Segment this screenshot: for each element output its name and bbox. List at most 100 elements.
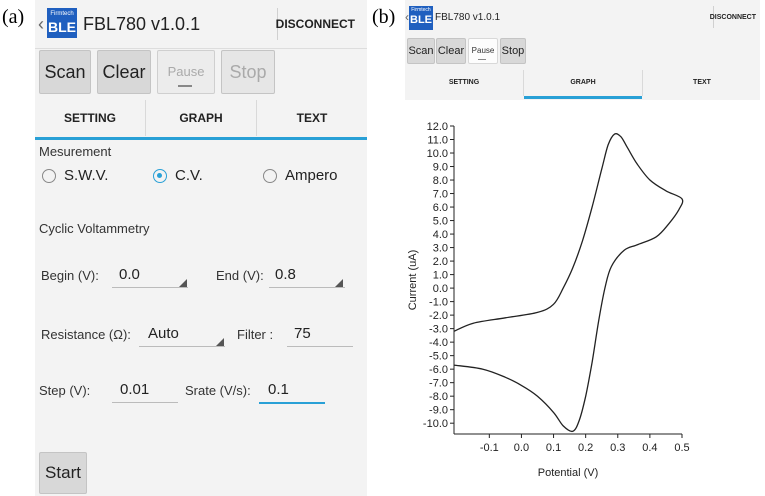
y-tick-label: -3.0 (429, 324, 448, 336)
filter-underline (287, 346, 353, 347)
y-tick-label: -7.0 (429, 378, 448, 390)
begin-label: Begin (V): (41, 268, 99, 283)
app-title: FBL780 v1.0.1 (435, 12, 501, 23)
radio-ampero-label[interactable]: Ampero (285, 167, 338, 184)
y-tick-label: -10.0 (423, 418, 448, 430)
x-tick-label: 0.4 (642, 442, 657, 454)
pause-indicator (178, 85, 192, 87)
step-input[interactable]: 0.01 (120, 381, 150, 398)
stop-button[interactable]: Stop (221, 50, 275, 94)
y-tick-label: 4.0 (433, 229, 448, 241)
scan-button[interactable]: Scan (407, 38, 435, 64)
end-label: End (V): (216, 268, 264, 283)
tab-setting[interactable]: SETTING (448, 79, 480, 86)
panel-b-label: (b) (372, 6, 396, 28)
cv-curve (453, 133, 684, 433)
dropdown-corner-icon[interactable] (335, 279, 343, 287)
resistance-underline (139, 346, 225, 347)
begin-value[interactable]: 0.0 (119, 266, 140, 283)
dropdown-corner-icon[interactable] (216, 338, 224, 346)
logo-big-text: BLE (410, 14, 432, 26)
start-button[interactable]: Start (39, 452, 87, 494)
y-tick-label: 9.0 (433, 162, 448, 174)
y-tick-label: -2.0 (429, 310, 448, 322)
logo-small-text: Firmtech (50, 11, 74, 17)
app-logo: Firmtech BLE (409, 6, 433, 30)
radio-ampero[interactable] (263, 169, 277, 183)
end-value[interactable]: 0.8 (275, 266, 296, 283)
x-tick-label: -0.1 (480, 442, 499, 454)
radio-swv-label[interactable]: S.W.V. (64, 167, 109, 184)
cv-chart: 12.011.010.09.08.07.06.05.04.03.02.01.00… (407, 121, 690, 479)
step-underline (112, 402, 178, 403)
app-logo: Firmtech BLE (47, 8, 77, 38)
chevron-left-icon[interactable]: ‹ (405, 10, 409, 24)
y-tick-label: 5.0 (433, 216, 448, 228)
y-tick-label: -1.0 (429, 297, 448, 309)
y-tick-label: 3.0 (433, 243, 448, 255)
x-tick-label: 0.0 (514, 442, 529, 454)
clear-button[interactable]: Clear (436, 38, 466, 64)
graph-screen-header: ‹ Firmtech BLE FBL780 v1.0.1 DISCONNECT … (405, 0, 760, 100)
disconnect-button[interactable]: DISCONNECT (709, 14, 756, 21)
y-tick-label: -4.0 (429, 337, 448, 349)
logo-big-text: BLE (48, 19, 76, 35)
end-underline (269, 287, 345, 288)
x-axis-label: Potential (V) (538, 467, 599, 479)
measurement-label: Mesurement (39, 144, 112, 159)
radio-cv-label[interactable]: C.V. (175, 167, 203, 184)
y-axis-label: Current (uA) (407, 250, 419, 311)
x-tick-label: 0.2 (578, 442, 593, 454)
active-tab-indicator (35, 137, 367, 140)
y-tick-label: 0.0 (433, 283, 448, 295)
y-tick-label: 10.0 (427, 148, 448, 160)
tab-divider (145, 100, 146, 136)
scan-button[interactable]: Scan (39, 50, 91, 94)
tab-text[interactable]: TEXT (693, 79, 711, 86)
filter-label: Filter : (237, 327, 274, 342)
y-tick-label: 6.0 (433, 202, 448, 214)
srate-input[interactable]: 0.1 (268, 381, 289, 398)
radio-swv[interactable] (42, 169, 56, 183)
active-tab-indicator (524, 96, 642, 99)
resistance-label: Resistance (Ω): (41, 327, 131, 342)
y-tick-label: 8.0 (433, 175, 448, 187)
y-tick-label: 1.0 (433, 270, 448, 282)
tab-divider (256, 100, 257, 136)
y-tick-label: -9.0 (429, 405, 448, 417)
app-title: FBL780 v1.0.1 (83, 14, 201, 34)
disconnect-button[interactable]: DISCONNECT (275, 17, 355, 31)
step-label: Step (V): (39, 383, 91, 398)
logo-small-text: Firmtech (411, 7, 431, 13)
tab-graph[interactable]: GRAPH (179, 111, 223, 125)
y-tick-label: 12.0 (427, 121, 448, 133)
y-tick-label: -5.0 (429, 351, 448, 363)
pause-button[interactable]: Pause (157, 50, 215, 94)
tab-graph[interactable]: GRAPH (570, 79, 596, 86)
settings-screen: ‹ Firmtech BLE FBL780 v1.0.1 DISCONNECT … (35, 0, 367, 496)
radio-cv[interactable] (153, 169, 167, 183)
header-divider (713, 6, 714, 28)
srate-underline (259, 402, 325, 404)
x-tick-label: 0.3 (610, 442, 625, 454)
tab-bar: SETTING GRAPH TEXT (405, 70, 760, 100)
pause-button[interactable]: Pause (468, 38, 498, 64)
pause-indicator (478, 59, 486, 60)
chevron-left-icon[interactable]: ‹ (38, 14, 44, 34)
x-tick-label: 0.5 (674, 442, 689, 454)
panel-a-label: (a) (2, 6, 25, 28)
y-tick-label: -6.0 (429, 364, 448, 376)
dropdown-corner-icon[interactable] (179, 279, 187, 287)
resistance-value[interactable]: Auto (148, 325, 179, 342)
y-tick-label: 7.0 (433, 189, 448, 201)
begin-underline (112, 287, 188, 288)
header-divider (277, 8, 278, 40)
clear-button[interactable]: Clear (97, 50, 151, 94)
tab-text[interactable]: TEXT (296, 111, 328, 125)
stop-button[interactable]: Stop (500, 38, 526, 64)
app-header: ‹ Firmtech BLE FBL780 v1.0.1 DISCONNECT (35, 0, 367, 49)
y-tick-label: -8.0 (429, 391, 448, 403)
srate-label: Srate (V/s): (185, 383, 251, 398)
filter-input[interactable]: 75 (294, 325, 311, 342)
tab-setting[interactable]: SETTING (63, 111, 116, 125)
